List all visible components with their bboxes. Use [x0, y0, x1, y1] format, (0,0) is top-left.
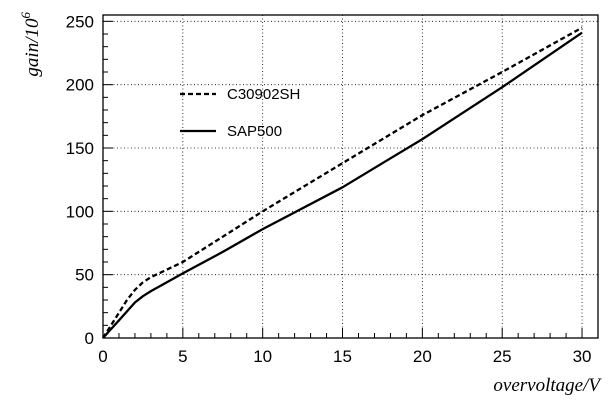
- series-line-sap500: [102, 31, 583, 339]
- y-tick-label: 100: [66, 202, 94, 221]
- x-tick-label: 10: [253, 347, 272, 366]
- tick-labels: 0 5 10 15 20 25 30 0 50 100 150 200 250: [66, 12, 592, 366]
- y-tick-label: 250: [66, 12, 94, 31]
- series-layer: [102, 26, 583, 339]
- series-line-c30902sh: [102, 26, 583, 339]
- y-tick-label: 50: [75, 266, 94, 285]
- x-tick-label: 0: [98, 347, 107, 366]
- legend: C30902SH SAP500: [180, 86, 300, 140]
- y-axis-title-main: gain/10: [22, 18, 43, 77]
- grid: [103, 15, 598, 338]
- y-tick-label: 150: [66, 139, 94, 158]
- y-axis-title-exponent: 6: [18, 12, 33, 19]
- legend-label-c30902sh: C30902SH: [227, 86, 300, 103]
- legend-label-sap500: SAP500: [227, 123, 282, 140]
- y-axis-title: gain/106: [18, 12, 43, 77]
- plot-frame: [102, 14, 599, 339]
- y-tick-label: 0: [85, 329, 94, 348]
- axis-ticks: [102, 20, 599, 339]
- x-tick-label: 5: [178, 347, 187, 366]
- x-tick-label: 15: [333, 347, 352, 366]
- x-tick-label: 25: [493, 347, 512, 366]
- x-axis-title: overvoltage/V: [493, 375, 602, 396]
- x-tick-label: 30: [573, 347, 592, 366]
- x-tick-label: 20: [413, 347, 432, 366]
- y-tick-label: 200: [66, 76, 94, 95]
